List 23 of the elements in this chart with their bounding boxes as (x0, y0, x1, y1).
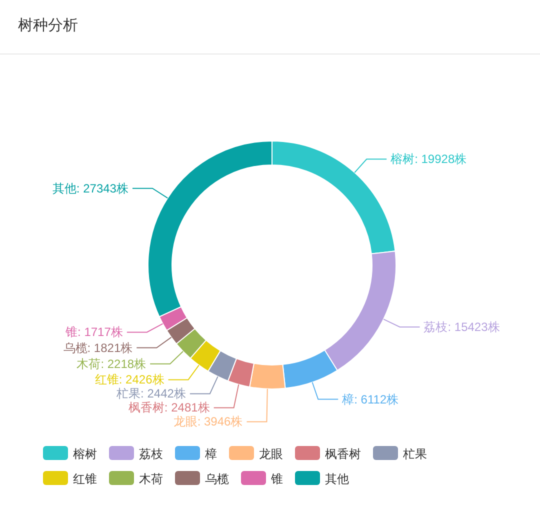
legend-label: 樟 (204, 447, 217, 461)
data-label: 其他: 27343株 (52, 181, 128, 196)
legend-label: 荔枝 (139, 447, 163, 461)
data-label: 榕树: 19928株 (390, 152, 467, 166)
legend-label: 杧果 (402, 447, 427, 461)
data-label: 红锥: 2426株 (94, 372, 164, 387)
data-label: 樟: 6112株 (341, 392, 399, 406)
legend-label: 乌榄 (205, 472, 229, 486)
data-label: 锥: 1717株 (64, 325, 123, 340)
legend-label: 龙眼 (259, 447, 283, 461)
data-label: 杧果: 2442株 (116, 386, 186, 401)
legend-label: 红锥 (73, 472, 97, 486)
data-label: 乌榄: 1821株 (63, 340, 133, 355)
legend-label: 其他 (325, 472, 349, 486)
legend-label: 木荷 (139, 472, 163, 486)
data-label: 龙眼: 3946株 (173, 414, 243, 429)
data-label: 枫香树: 2481株 (128, 400, 210, 415)
chart-title: 树种分析 (18, 17, 78, 34)
data-label: 荔枝: 15423株 (424, 320, 500, 334)
legend-label: 枫香树 (325, 447, 361, 461)
data-label: 木荷: 2218株 (76, 356, 146, 371)
legend-label: 榕树 (73, 447, 97, 461)
legend-label: 锥 (270, 472, 283, 486)
